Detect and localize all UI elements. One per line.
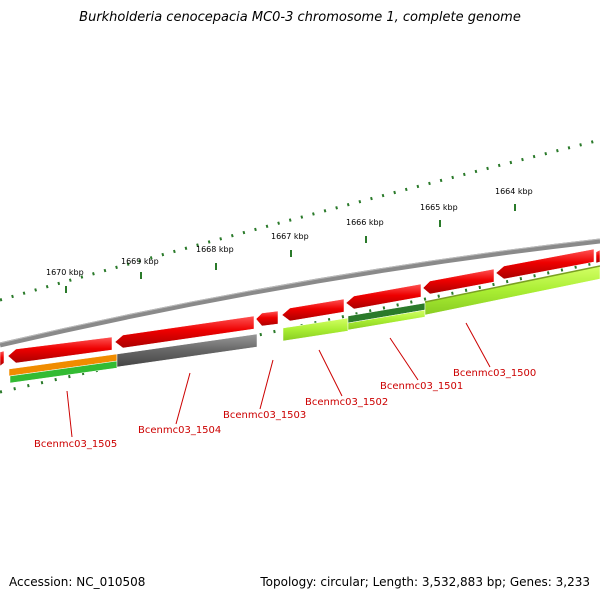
gene-label-bcenmc03-1503[interactable]: Bcenmc03_1503 xyxy=(223,410,306,421)
gene-lime-outline xyxy=(424,265,600,303)
gene-red-arrow[interactable] xyxy=(281,298,345,322)
gene-lime-bar[interactable] xyxy=(347,309,426,331)
genome-backbone-highlight xyxy=(0,238,600,344)
callout-line xyxy=(175,372,191,425)
gene-red-arrow[interactable] xyxy=(422,268,495,295)
major-ticks xyxy=(65,204,516,293)
callout-lines xyxy=(66,322,491,438)
genome-backbone xyxy=(0,238,600,348)
gene-green-bar[interactable] xyxy=(9,360,118,384)
gene-label-bcenmc03-1501[interactable]: Bcenmc03_1501 xyxy=(380,381,463,392)
kbp-label: 1666 kbp xyxy=(346,218,384,227)
gene-red-arrow[interactable] xyxy=(345,283,422,310)
kbp-label: 1670 kbp xyxy=(46,268,84,277)
kbp-label: 1669 kbp xyxy=(121,257,159,266)
gene-red-arrow[interactable] xyxy=(495,248,595,280)
gene-label-bcenmc03-1505[interactable]: Bcenmc03_1505 xyxy=(34,439,117,450)
gene-label-bcenmc03-1500[interactable]: Bcenmc03_1500 xyxy=(453,368,536,379)
gene-gray-bar[interactable] xyxy=(116,333,258,368)
gene-label-bcenmc03-1502[interactable]: Bcenmc03_1502 xyxy=(305,397,388,408)
callout-line xyxy=(465,322,491,368)
gene-label-bcenmc03-1504[interactable]: Bcenmc03_1504 xyxy=(138,425,221,436)
topology-text: Topology: circular; Length: 3,532,883 bp… xyxy=(260,575,590,589)
kbp-label: 1664 kbp xyxy=(495,187,533,196)
reverse-genes xyxy=(8,265,600,384)
gene-red-arrow[interactable] xyxy=(7,336,113,364)
callout-line xyxy=(389,337,419,381)
gene-labels: Bcenmc03_1505 Bcenmc03_1504 Bcenmc03_150… xyxy=(34,368,536,450)
kbp-labels: 1670 kbp 1669 kbp 1668 kbp 1667 kbp 1666… xyxy=(46,187,533,277)
gene-red-arrow[interactable] xyxy=(114,315,255,349)
gene-lime-bar[interactable] xyxy=(282,317,349,342)
map-title: Burkholderia cenocepacia MC0-3 chromosom… xyxy=(79,10,521,25)
kbp-label: 1665 kbp xyxy=(420,203,458,212)
callout-line xyxy=(259,359,274,410)
gene-red-arrow[interactable] xyxy=(595,249,600,264)
accession-text: Accession: NC_010508 xyxy=(9,575,146,589)
callout-line xyxy=(66,390,73,438)
kbp-label: 1667 kbp xyxy=(271,232,309,241)
gene-red-arrow[interactable] xyxy=(255,310,279,327)
gene-red-arrow[interactable] xyxy=(0,350,5,367)
kbp-label: 1668 kbp xyxy=(196,245,234,254)
callout-line xyxy=(318,349,343,397)
forward-genes xyxy=(0,248,600,367)
